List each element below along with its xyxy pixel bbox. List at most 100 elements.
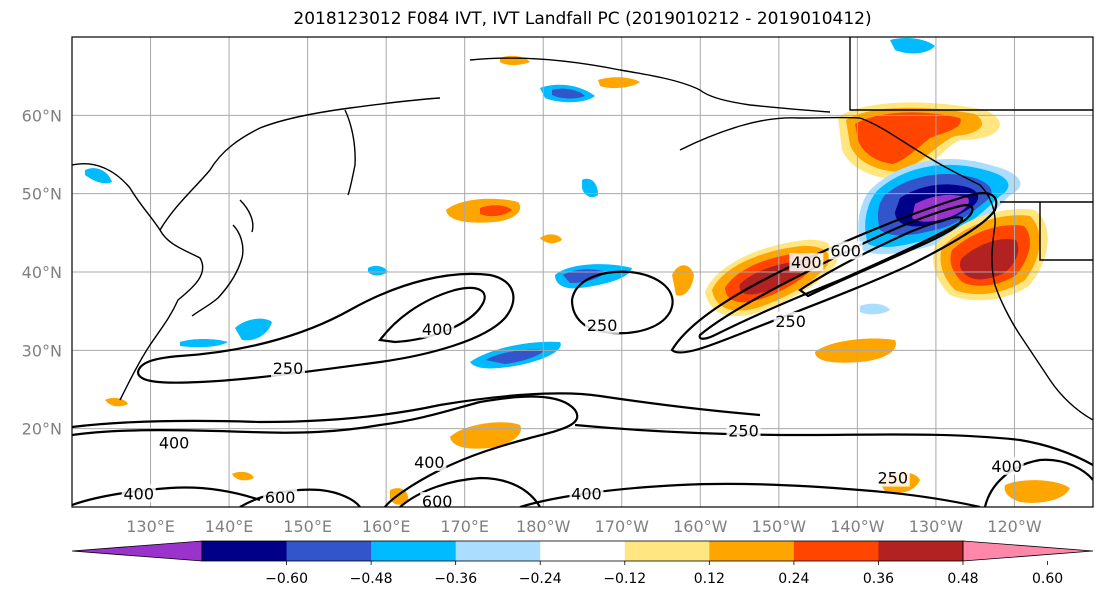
ivt-contour-250 <box>72 392 761 429</box>
longitude-label: 130°W <box>909 517 964 536</box>
contour-label-bg <box>270 358 305 377</box>
ivt-contour-600 <box>399 476 541 507</box>
map-frame <box>71 36 1094 508</box>
contour-label: 600 <box>422 492 453 511</box>
contour-label-bg <box>989 456 1024 475</box>
anomaly-positive <box>959 238 1019 280</box>
colorbar-tick-label: 0.12 <box>694 571 725 587</box>
anomaly-negative <box>912 194 969 222</box>
contour-label-bg <box>789 253 824 272</box>
longitude-labels: 130°E 140°E 150°E 160°E 170°E 180°W 170°W 160°W… <box>126 517 1042 536</box>
colorbar-segment <box>286 541 372 561</box>
ivt-contour-400 <box>574 423 1093 466</box>
contour-label-bg <box>569 484 604 503</box>
colorbar-tick-label: −0.36 <box>434 571 477 587</box>
longitude-label: 140°W <box>830 517 885 536</box>
contour-label-bg <box>263 488 298 507</box>
anomaly-positive <box>480 205 512 217</box>
anomaly-negative <box>85 168 112 184</box>
map-title: 2018123012 F084 IVT, IVT Landfall PC (20… <box>293 9 872 29</box>
longitude-label: 170°W <box>595 517 650 536</box>
contour-label: 250 <box>273 359 304 378</box>
colorbar-tick-label: 0.24 <box>778 571 809 587</box>
contour-label-bg <box>773 311 808 330</box>
colorbar-segment <box>709 541 795 561</box>
latitude-label: 20°N <box>22 420 62 439</box>
coastline <box>679 116 861 151</box>
anomaly-positive <box>232 471 254 481</box>
colorbar-extend-low <box>71 540 203 562</box>
ivt-contour-400 <box>72 395 579 507</box>
contour-label-bg <box>420 319 455 338</box>
colorbar-segment <box>202 541 288 561</box>
ivt-contour-250 <box>136 272 515 384</box>
contour-labels: 400 250 250 400 600 250 400 400 600 400 600 400 250 2… <box>121 241 1024 511</box>
longitude-label: 180°W <box>516 517 571 536</box>
contour-label-bg <box>420 492 455 507</box>
anomaly-negative <box>890 38 935 54</box>
contour-label: 400 <box>791 253 822 272</box>
contour-label: 400 <box>123 484 154 503</box>
longitude-label: 160°E <box>362 517 411 536</box>
colorbar-segment <box>793 541 879 561</box>
latitude-label: 40°N <box>22 263 62 282</box>
colorbar-tick-label: −0.48 <box>350 571 393 587</box>
coastline <box>72 163 204 401</box>
latitude-label: 60°N <box>22 106 62 125</box>
ivt-contour-250 <box>983 458 1093 507</box>
longitude-label: 160°W <box>673 517 728 536</box>
anomaly-positive <box>105 397 128 407</box>
coastline <box>159 97 441 231</box>
longitude-label: 130°E <box>126 517 175 536</box>
coastline <box>344 109 356 196</box>
anomaly-negative <box>485 349 545 364</box>
anomaly-negative <box>860 303 890 315</box>
colorbar-tick-label: 0.48 <box>947 571 978 587</box>
contour-label: 400 <box>571 484 602 503</box>
colorbar-outline <box>201 540 964 562</box>
contour-label-bg <box>585 315 620 334</box>
latitude-label: 30°N <box>22 341 62 360</box>
colorbar-tick-label: 0.36 <box>863 571 894 587</box>
anomaly-negative <box>235 318 272 341</box>
contour-label: 250 <box>877 469 908 488</box>
colorbar-tick-label: −0.60 <box>265 571 308 587</box>
contour-label: 400 <box>991 457 1022 476</box>
anomaly-negative <box>368 265 388 276</box>
contour-label: 250 <box>587 316 618 335</box>
contour-label-bg <box>828 241 863 260</box>
contour-label-bg <box>726 421 761 440</box>
colorbar-segment <box>624 541 710 561</box>
colorbar-tick-label: −0.12 <box>603 571 646 587</box>
contour-label: 250 <box>728 422 759 441</box>
coastlines <box>72 37 1093 421</box>
colorbar-tick-label: 0.60 <box>1032 571 1063 587</box>
coastline <box>191 199 254 317</box>
longitude-label: 170°E <box>440 517 489 536</box>
contour-label: 600 <box>265 488 296 507</box>
gridlines <box>72 37 1093 507</box>
contour-label: 400 <box>422 320 453 339</box>
contour-label-bg <box>875 468 910 487</box>
contour-label: 600 <box>830 241 861 260</box>
colorbar-segment <box>371 541 457 561</box>
anomaly-positive <box>1004 480 1070 503</box>
anomaly-positive <box>855 112 961 164</box>
longitude-label: 120°W <box>987 517 1042 536</box>
colorbar <box>71 540 1094 562</box>
anomaly-positive <box>739 262 804 295</box>
longitude-label: 150°E <box>283 517 332 536</box>
anomaly-positive <box>672 265 694 296</box>
contour-label-bg <box>121 484 156 503</box>
anomaly-negative <box>563 269 605 283</box>
colorbar-segment <box>540 541 626 561</box>
contour-label: 250 <box>775 312 806 331</box>
colorbar-tick-labels: −0.60 −0.48 −0.36 −0.24 −0.12 0.12 0.24 0.36 0.4… <box>265 561 1063 587</box>
contour-label: 400 <box>414 453 445 472</box>
contour-label: 400 <box>159 433 190 452</box>
longitude-label: 150°W <box>752 517 807 536</box>
contour-label-bg <box>157 433 192 452</box>
anomaly-negative <box>552 88 585 99</box>
anomaly-negative <box>180 339 228 348</box>
colorbar-segment <box>455 541 541 561</box>
